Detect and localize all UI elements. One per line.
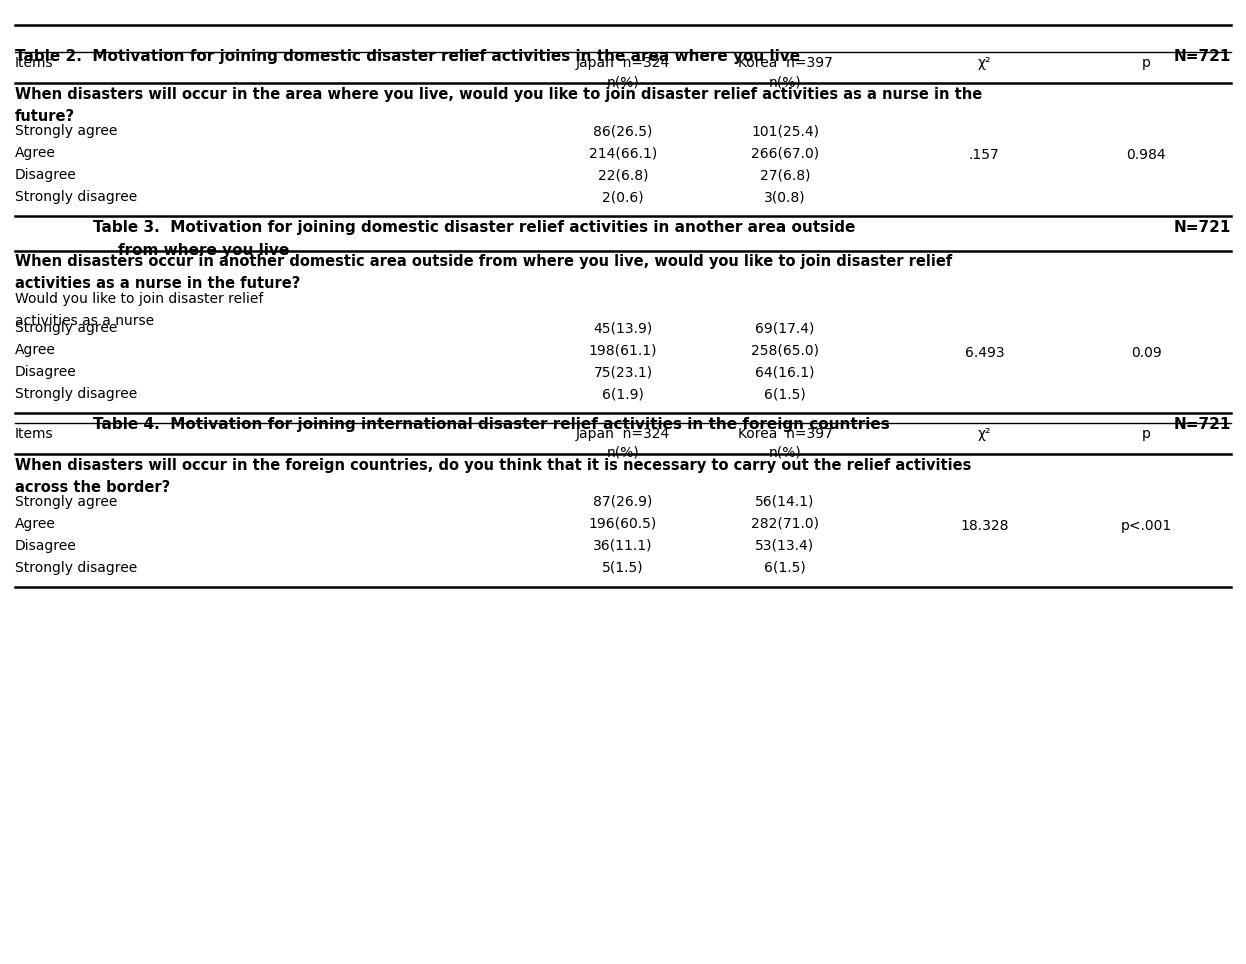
Text: 36(11.1): 36(11.1) xyxy=(593,539,653,553)
Text: 214(66.1): 214(66.1) xyxy=(589,147,657,160)
Text: Strongly agree: Strongly agree xyxy=(15,124,117,138)
Text: Agree: Agree xyxy=(15,147,56,160)
Text: 6(1.5): 6(1.5) xyxy=(764,561,806,575)
Text: Strongly disagree: Strongly disagree xyxy=(15,388,137,401)
Text: 22(6.8): 22(6.8) xyxy=(598,168,648,182)
Text: Table 3.  Motivation for joining domestic disaster relief activities in another : Table 3. Motivation for joining domestic… xyxy=(93,220,856,235)
Text: 0.09: 0.09 xyxy=(1131,346,1161,360)
Text: p: p xyxy=(1141,56,1151,70)
Text: N=721: N=721 xyxy=(1174,49,1231,65)
Text: Korea  n=397: Korea n=397 xyxy=(738,427,832,441)
Text: 258(65.0): 258(65.0) xyxy=(751,343,819,358)
Text: 64(16.1): 64(16.1) xyxy=(755,365,815,380)
Text: activities as a nurse: activities as a nurse xyxy=(15,313,155,328)
Text: Items: Items xyxy=(15,56,54,70)
Text: 196(60.5): 196(60.5) xyxy=(589,517,657,531)
Text: 101(25.4): 101(25.4) xyxy=(751,124,819,138)
Text: 282(71.0): 282(71.0) xyxy=(751,517,819,531)
Text: Strongly disagree: Strongly disagree xyxy=(15,561,137,575)
Text: n(%): n(%) xyxy=(769,75,801,90)
Text: 0.984: 0.984 xyxy=(1126,148,1166,162)
Text: 69(17.4): 69(17.4) xyxy=(755,321,815,335)
Text: When disasters will occur in the area where you live, would you like to join dis: When disasters will occur in the area wh… xyxy=(15,87,982,102)
Text: n(%): n(%) xyxy=(607,446,639,460)
Text: .157: .157 xyxy=(969,148,999,162)
Text: across the border?: across the border? xyxy=(15,479,171,495)
Text: 266(67.0): 266(67.0) xyxy=(751,147,819,160)
Text: When disasters will occur in the foreign countries, do you think that it is nece: When disasters will occur in the foreign… xyxy=(15,458,972,472)
Text: χ²: χ² xyxy=(978,56,991,70)
Text: 6(1.9): 6(1.9) xyxy=(602,388,644,401)
Text: 56(14.1): 56(14.1) xyxy=(755,495,815,509)
Text: When disasters occur in another domestic area outside from where you live, would: When disasters occur in another domestic… xyxy=(15,254,952,269)
Text: Items: Items xyxy=(15,427,54,441)
Text: 53(13.4): 53(13.4) xyxy=(755,539,815,553)
Text: future?: future? xyxy=(15,109,75,123)
Text: 6.493: 6.493 xyxy=(964,346,1004,360)
Text: Strongly disagree: Strongly disagree xyxy=(15,190,137,204)
Text: Disagree: Disagree xyxy=(15,365,77,380)
Text: 5(1.5): 5(1.5) xyxy=(602,561,644,575)
Text: 87(26.9): 87(26.9) xyxy=(593,495,653,509)
Text: from where you live: from where you live xyxy=(118,243,289,257)
Text: 3(0.8): 3(0.8) xyxy=(764,190,806,204)
Text: n(%): n(%) xyxy=(769,446,801,460)
Text: Table 4.  Motivation for joining international disaster relief activities in the: Table 4. Motivation for joining internat… xyxy=(93,417,890,432)
Text: Disagree: Disagree xyxy=(15,539,77,553)
Text: p<.001: p<.001 xyxy=(1120,519,1172,533)
Text: 75(23.1): 75(23.1) xyxy=(593,365,653,380)
Text: 198(61.1): 198(61.1) xyxy=(589,343,657,358)
Text: Strongly agree: Strongly agree xyxy=(15,321,117,335)
Text: Korea  n=397: Korea n=397 xyxy=(738,56,832,70)
Text: χ²: χ² xyxy=(978,427,991,441)
Text: Japan  n=324: Japan n=324 xyxy=(576,56,670,70)
Text: Table 2.  Motivation for joining domestic disaster relief activities in the area: Table 2. Motivation for joining domestic… xyxy=(15,49,800,65)
Text: 18.328: 18.328 xyxy=(961,519,1008,533)
Text: p: p xyxy=(1141,427,1151,441)
Text: Agree: Agree xyxy=(15,343,56,358)
Text: Agree: Agree xyxy=(15,517,56,531)
Text: n(%): n(%) xyxy=(607,75,639,90)
Text: Strongly agree: Strongly agree xyxy=(15,495,117,509)
Text: 86(26.5): 86(26.5) xyxy=(593,124,653,138)
Text: 6(1.5): 6(1.5) xyxy=(764,388,806,401)
Text: Disagree: Disagree xyxy=(15,168,77,182)
Text: Would you like to join disaster relief: Would you like to join disaster relief xyxy=(15,292,263,306)
Text: 27(6.8): 27(6.8) xyxy=(760,168,810,182)
Text: N=721: N=721 xyxy=(1174,417,1231,432)
Text: 45(13.9): 45(13.9) xyxy=(593,321,653,335)
Text: N=721: N=721 xyxy=(1174,220,1231,235)
Text: Japan  n=324: Japan n=324 xyxy=(576,427,670,441)
Text: activities as a nurse in the future?: activities as a nurse in the future? xyxy=(15,277,300,291)
Text: 2(0.6): 2(0.6) xyxy=(602,190,644,204)
